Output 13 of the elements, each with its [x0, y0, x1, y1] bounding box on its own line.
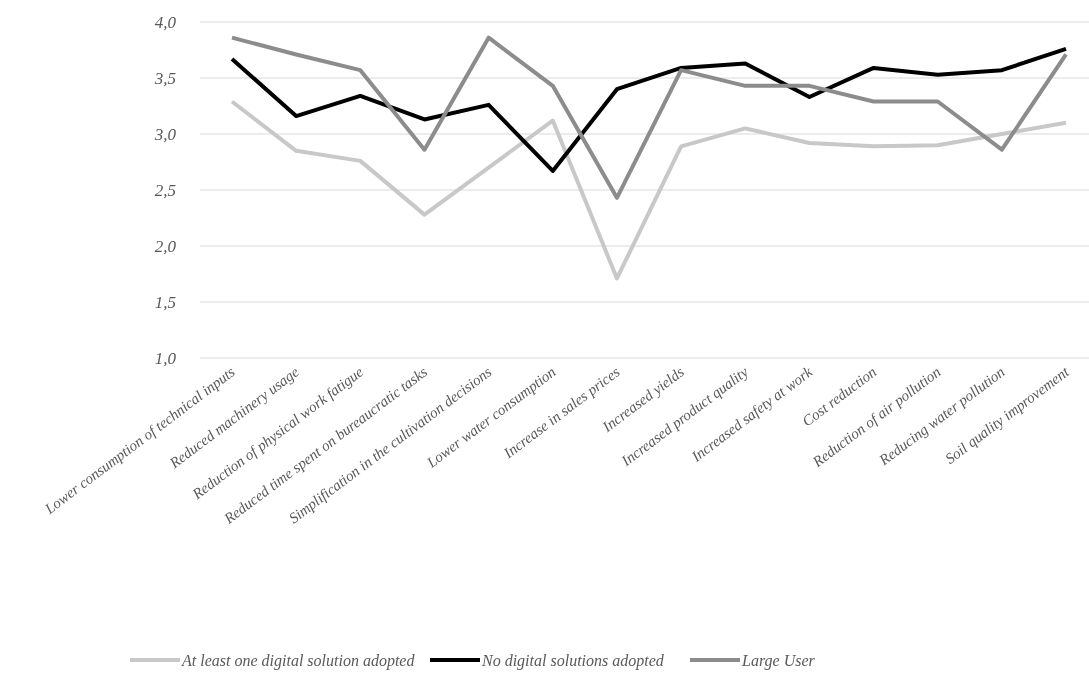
- y-tick-label: 3,5: [153, 68, 176, 88]
- legend-label: No digital solutions adopted: [481, 651, 665, 670]
- legend-label: At least one digital solution adopted: [181, 651, 416, 670]
- y-tick-label: 1,0: [154, 348, 177, 368]
- line-series: [230, 99, 1068, 281]
- y-tick-label: 3,0: [153, 124, 177, 144]
- line-series: [230, 46, 1068, 173]
- line-series: [230, 35, 1068, 200]
- legend-label: Large User: [741, 651, 816, 670]
- y-tick-label: 2,0: [154, 236, 177, 256]
- y-tick-label: 1,5: [154, 292, 176, 312]
- y-tick-label: 2,5: [154, 180, 176, 200]
- y-tick-label: 4,0: [154, 12, 177, 32]
